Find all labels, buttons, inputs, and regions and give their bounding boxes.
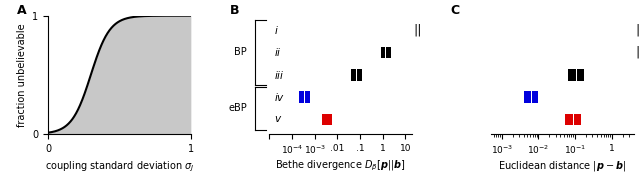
Bar <box>386 47 390 58</box>
Text: $\mathit{i}$: $\mathit{i}$ <box>274 24 278 36</box>
Bar <box>532 91 538 103</box>
Text: C: C <box>451 4 460 17</box>
Bar <box>568 69 575 81</box>
Text: A: A <box>17 4 26 17</box>
X-axis label: coupling standard deviation $\sigma_J$: coupling standard deviation $\sigma_J$ <box>45 159 194 174</box>
Text: ||: || <box>413 24 422 37</box>
Bar <box>574 114 582 125</box>
Bar <box>357 69 362 81</box>
Text: ||: || <box>635 46 640 59</box>
Text: $\mathit{ii}$: $\mathit{ii}$ <box>274 46 282 58</box>
Text: B: B <box>229 4 239 17</box>
Bar <box>577 69 584 81</box>
Bar <box>328 114 332 125</box>
Text: BP: BP <box>234 48 247 57</box>
Bar <box>305 91 310 103</box>
Text: $\mathit{iv}$: $\mathit{iv}$ <box>274 91 285 103</box>
Text: $\mathit{iii}$: $\mathit{iii}$ <box>274 69 284 81</box>
Bar <box>381 47 385 58</box>
Text: ||: || <box>635 24 640 37</box>
Bar <box>299 91 304 103</box>
X-axis label: Bethe divergence $D_\beta[\boldsymbol{p}||\boldsymbol{b}]$: Bethe divergence $D_\beta[\boldsymbol{p}… <box>275 159 406 173</box>
Y-axis label: fraction unbelievable: fraction unbelievable <box>17 23 27 127</box>
Bar <box>566 114 573 125</box>
Bar <box>524 91 531 103</box>
Bar <box>351 69 356 81</box>
X-axis label: Euclidean distance $|\boldsymbol{p} - \boldsymbol{b}|$: Euclidean distance $|\boldsymbol{p} - \b… <box>498 159 627 173</box>
Text: eBP: eBP <box>228 103 247 113</box>
Bar <box>321 114 326 125</box>
Text: $\mathit{v}$: $\mathit{v}$ <box>274 114 282 124</box>
